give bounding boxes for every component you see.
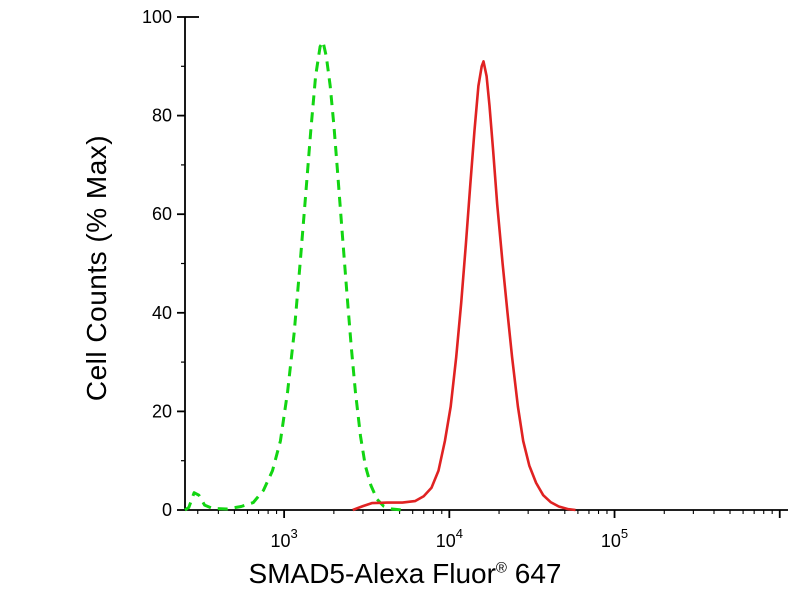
- x-tick-label: 104: [436, 526, 463, 551]
- x-tick-label: 103: [270, 526, 297, 551]
- x-axis-title: SMAD5-Alexa Fluor® 647: [249, 558, 562, 590]
- y-axis-title: Cell Counts (% Max): [81, 134, 112, 402]
- red-solid-curve: [352, 60, 576, 512]
- y-tick-label: 0: [162, 500, 172, 520]
- x-tick-label: 105: [601, 526, 628, 551]
- green-dashed-curve: [184, 40, 403, 512]
- x-axis-title-main: SMAD5-Alexa Fluor: [248, 558, 496, 589]
- y-tick-label: 80: [152, 106, 172, 126]
- y-tick-label: 60: [152, 204, 172, 224]
- y-tick-label: 40: [152, 303, 172, 323]
- y-tick-label: 20: [152, 401, 172, 421]
- y-tick-label: 100: [142, 7, 172, 27]
- x-axis-title-suffix: 647: [506, 558, 562, 589]
- registered-trademark-symbol: ®: [495, 559, 507, 577]
